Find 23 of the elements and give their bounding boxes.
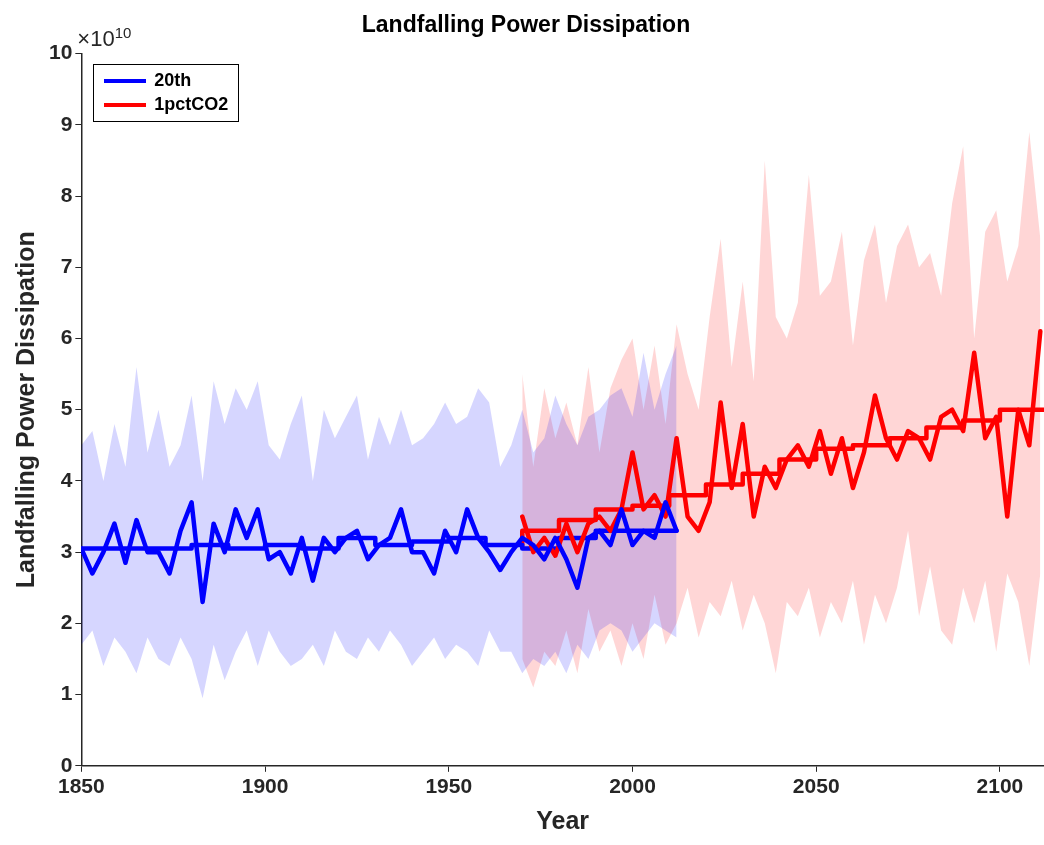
x-tick-label: 2100 [976,774,1024,798]
y-tick-label: 7 [60,254,73,278]
y-tick-label: 4 [60,467,73,491]
x-tick-label: 1900 [241,774,289,798]
y-tick-label: 6 [60,325,73,349]
x-tick-label: 2000 [609,774,656,798]
x-tick-label: 1850 [58,774,105,798]
y-tick-label: 5 [60,396,73,420]
y-tick-label: 9 [60,111,73,135]
y-tick-label: 10 [49,40,73,64]
x-axis-title: Year [536,805,590,834]
text: ×10$^{10}$ [77,23,132,51]
y-tick-label: 8 [60,182,73,206]
legend-label: 20th [154,70,192,92]
y-tick-label: 1 [60,681,73,705]
legend-label: 1pctCO2 [154,94,229,116]
x-tick-label: 2050 [792,774,840,798]
chart-title: Landfalling Power Dissipation [361,11,691,38]
x-tick-label: 1950 [425,774,473,798]
y-axis-title: Landfalling Power Dissipation [10,231,39,589]
y-tick-label: 0 [60,752,73,776]
y-tick-label: 2 [60,610,73,634]
y-tick-label: 3 [60,538,73,562]
